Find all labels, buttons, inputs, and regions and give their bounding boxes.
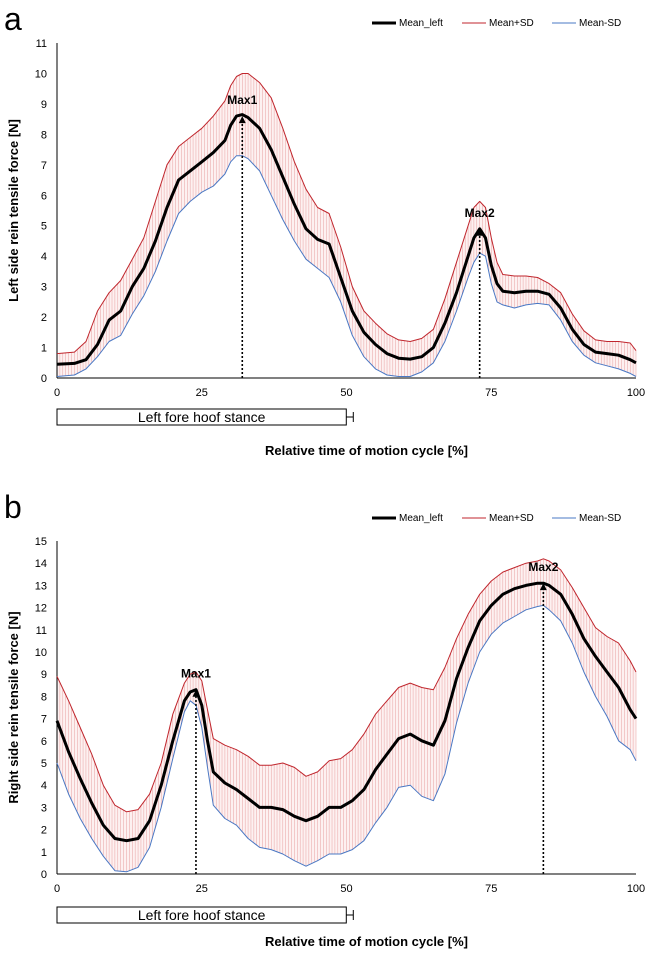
sd-hatch	[56, 558, 637, 872]
y-tick-label: 2	[41, 825, 47, 837]
y-tick-label: 6	[41, 190, 47, 202]
sd-band	[57, 73, 636, 377]
y-tick-label: 9	[41, 669, 47, 681]
peak-label: Max1	[181, 667, 211, 681]
peak-label: Max2	[528, 560, 558, 574]
x-axis-label: Relative time of motion cycle [%]	[265, 934, 468, 949]
y-tick-label: 1	[41, 343, 47, 355]
series-line-mean-left	[56, 113, 637, 366]
x-axis-label: Relative time of motion cycle [%]	[265, 443, 468, 458]
x-tick-label: 100	[627, 883, 645, 895]
y-tick-label: 7	[41, 160, 47, 172]
legend-label: Mean_left	[399, 513, 443, 524]
x-tick-label: 25	[196, 387, 208, 399]
y-axis-label: Left side rein tensile force [N]	[6, 119, 21, 302]
peak-label: Max2	[465, 206, 495, 220]
peak-arrow	[476, 228, 484, 236]
y-tick-label: 6	[41, 736, 47, 748]
y-tick-label: 2	[41, 312, 47, 324]
legend-label: Mean+SD	[489, 18, 534, 29]
series-line-mean-sd	[56, 558, 637, 813]
y-tick-label: 14	[35, 558, 47, 570]
sd-hatch	[56, 73, 637, 377]
y-tick-label: 3	[41, 802, 47, 814]
x-tick-label: 25	[196, 883, 208, 895]
series-line-mean-sd	[56, 155, 637, 377]
y-tick-label: 0	[41, 869, 47, 881]
x-tick-label: 50	[340, 883, 352, 895]
series-line-mean-left	[55, 581, 638, 843]
panel-label: a	[4, 1, 22, 37]
x-tick-label: 50	[340, 387, 352, 399]
y-tick-label: 4	[41, 780, 47, 792]
peak-arrow	[539, 583, 547, 591]
y-tick-label: 13	[35, 580, 47, 592]
chart-panel-a: 0 1 2 3 4 5 6 7 8 9 10 11 0 25 50 75 100 Max1 Max2 Left for…	[4, 1, 645, 458]
y-tick-label: 0	[41, 373, 47, 385]
x-tick-label: 0	[54, 883, 60, 895]
stance-label: Left fore hoof stance	[138, 409, 266, 425]
peak-label: Max1	[227, 93, 257, 107]
legend-label: Mean-SD	[579, 513, 621, 524]
legend-label: Mean_left	[399, 18, 443, 29]
legend-label: Mean-SD	[579, 18, 621, 29]
y-tick-label: 10	[35, 647, 47, 659]
y-tick-label: 11	[36, 625, 47, 637]
series-line-mean-sd	[56, 73, 637, 355]
y-tick-label: 5	[41, 221, 47, 233]
y-tick-label: 10	[35, 68, 47, 80]
peak-arrow	[238, 116, 246, 124]
y-tick-label: 12	[35, 603, 47, 615]
x-tick-label: 100	[627, 387, 645, 399]
stance-label: Left fore hoof stance	[138, 907, 266, 923]
y-tick-label: 3	[41, 282, 47, 294]
y-tick-label: 8	[41, 691, 47, 703]
y-tick-label: 15	[35, 536, 47, 548]
y-tick-label: 8	[41, 129, 47, 141]
x-tick-label: 0	[54, 387, 60, 399]
y-tick-label: 11	[36, 38, 47, 50]
y-axis-label: Right side rein tensile force [N]	[6, 611, 21, 803]
panel-label: b	[4, 489, 22, 525]
y-tick-label: 7	[41, 714, 47, 726]
y-tick-label: 5	[41, 758, 47, 770]
x-tick-label: 75	[485, 387, 497, 399]
x-tick-label: 75	[485, 883, 497, 895]
y-tick-label: 9	[41, 99, 47, 111]
legend-label: Mean+SD	[489, 513, 534, 524]
y-tick-label: 1	[41, 847, 47, 859]
y-tick-label: 4	[41, 251, 47, 263]
peak-arrow	[192, 689, 200, 697]
